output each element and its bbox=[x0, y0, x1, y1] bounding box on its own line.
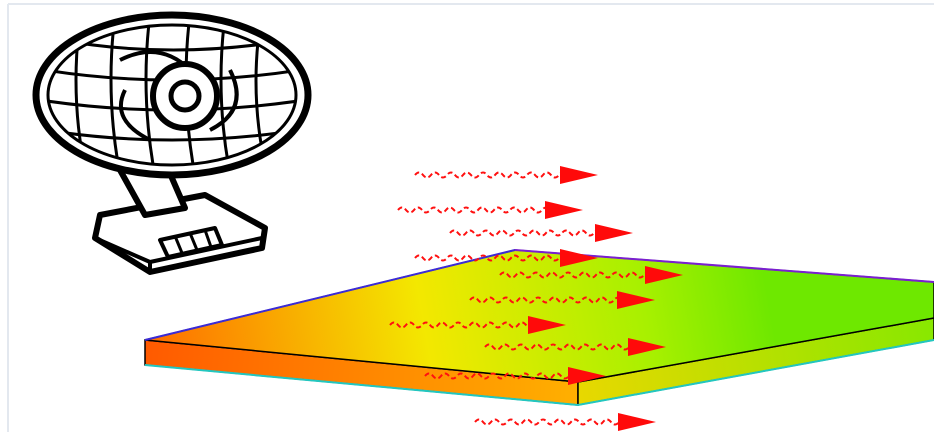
air-arrowhead bbox=[617, 291, 655, 309]
air-wave bbox=[424, 372, 570, 380]
plate-edge bbox=[144, 339, 934, 407]
fan bbox=[32, 11, 312, 275]
air-arrowhead bbox=[645, 266, 683, 284]
air-wave bbox=[484, 343, 630, 351]
air-wave bbox=[389, 321, 535, 329]
air-wave bbox=[397, 206, 559, 214]
plate bbox=[144, 249, 934, 407]
airflow bbox=[389, 166, 683, 431]
air-wave bbox=[449, 229, 611, 237]
air-arrowhead bbox=[595, 224, 633, 242]
air-arrowhead bbox=[560, 249, 598, 267]
air-arrowhead bbox=[568, 367, 606, 385]
air-arrowhead bbox=[528, 316, 566, 334]
air-arrowhead bbox=[628, 338, 666, 356]
air-arrowhead bbox=[618, 413, 656, 431]
air-wave bbox=[474, 418, 620, 426]
air-wave bbox=[499, 271, 661, 279]
air-wave bbox=[414, 171, 576, 179]
air-arrowhead bbox=[545, 201, 583, 219]
air-wave bbox=[469, 296, 631, 304]
plate-edge bbox=[144, 249, 516, 341]
air-arrowhead bbox=[560, 166, 598, 184]
air-wave bbox=[414, 254, 576, 262]
